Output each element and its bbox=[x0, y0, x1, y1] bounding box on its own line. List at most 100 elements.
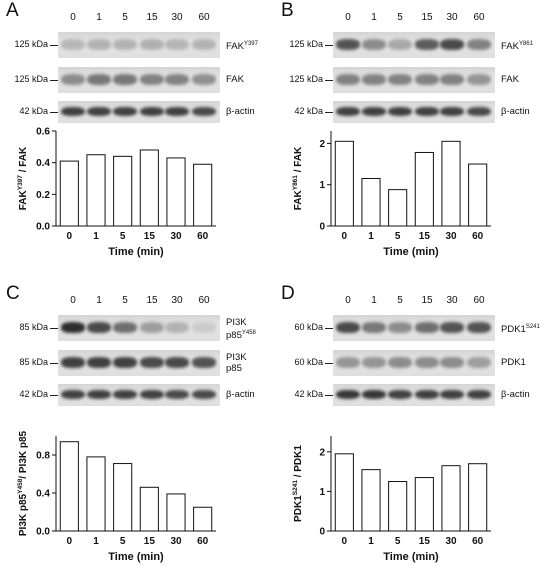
protein-label: PI3K p85 bbox=[226, 352, 247, 374]
bar bbox=[113, 155, 133, 227]
y-tick-label: 0.6 bbox=[36, 127, 50, 138]
blot-band bbox=[113, 39, 137, 51]
y-tick-label: 0.4 bbox=[36, 158, 50, 169]
blot-band bbox=[165, 74, 189, 86]
blot-band bbox=[140, 107, 164, 117]
y-axis-title-tail: / PDK1 bbox=[293, 445, 304, 480]
x-axis-title: Time (min) bbox=[108, 551, 164, 563]
timepoint-label: 15 bbox=[421, 12, 433, 23]
bar bbox=[361, 178, 381, 227]
y-axis-title: PDK1S241 / PDK1 bbox=[292, 445, 304, 522]
molecular-weight-tick bbox=[325, 112, 333, 113]
blot-band bbox=[61, 74, 85, 86]
blot-band bbox=[415, 107, 439, 117]
bar bbox=[414, 477, 434, 532]
western-blot-strip bbox=[333, 67, 495, 93]
blot-band bbox=[61, 322, 85, 334]
blot-band bbox=[440, 107, 464, 117]
blot-band bbox=[113, 74, 137, 86]
y-axis-title-tail: / PI3K p85 bbox=[18, 430, 29, 478]
blot-band bbox=[61, 390, 85, 400]
timepoint-label: 60 bbox=[473, 12, 485, 23]
bar bbox=[113, 463, 133, 532]
x-tick-label: 1 bbox=[93, 536, 99, 547]
x-tick-label: 1 bbox=[368, 536, 374, 547]
timepoint-label: 1 bbox=[371, 12, 377, 23]
blot-band bbox=[336, 107, 360, 117]
x-tick-label: 0 bbox=[342, 536, 348, 547]
blot-band bbox=[415, 74, 439, 86]
x-tick-label: 5 bbox=[120, 231, 126, 242]
bar bbox=[166, 493, 186, 532]
y-tick-label: 2 bbox=[319, 139, 325, 150]
bar bbox=[59, 160, 79, 227]
protein-name: β-actin bbox=[501, 389, 530, 400]
molecular-weight-tick bbox=[50, 45, 58, 46]
blot-band bbox=[192, 390, 216, 400]
protein-name: FAK bbox=[226, 74, 244, 85]
x-tick-label: 60 bbox=[197, 231, 209, 242]
blot-band bbox=[440, 357, 464, 369]
blot-band bbox=[415, 322, 439, 334]
panel-letter: A bbox=[6, 0, 19, 21]
protein-label: FAKY397 bbox=[226, 39, 258, 52]
protein-label: FAK bbox=[226, 74, 244, 85]
western-blot-strip bbox=[58, 350, 220, 376]
x-tick-label: 0 bbox=[67, 536, 73, 547]
panel-a: A 0 1 5 15 30 60 125 kDa FAKY397 125 kDa FAK 42 kDa… bbox=[0, 0, 275, 283]
molecular-weight-tick bbox=[50, 363, 58, 364]
molecular-weight-label: 125 kDa bbox=[14, 74, 48, 84]
protein-label: β-actin bbox=[226, 106, 255, 117]
phospho-site: Y458 bbox=[241, 330, 256, 336]
timepoint-label: 5 bbox=[397, 12, 403, 23]
bar bbox=[193, 506, 213, 532]
molecular-weight-label: 85 kDa bbox=[19, 322, 48, 332]
molecular-weight-tick bbox=[325, 363, 333, 364]
protein-label: FAK bbox=[501, 74, 519, 85]
blot-band bbox=[87, 107, 111, 117]
timepoint-label: 0 bbox=[70, 12, 76, 23]
bar bbox=[86, 456, 106, 532]
blot-band bbox=[467, 322, 491, 334]
blot-band bbox=[388, 390, 412, 400]
panel-c: C 0 1 5 15 30 60 85 kDa PI3K p85Y458 85 kDa PI3K p85… bbox=[0, 283, 275, 566]
y-axis-title: FAKY397 / FAK bbox=[17, 146, 29, 210]
x-tick-label: 15 bbox=[144, 536, 156, 547]
protein-name: β-actin bbox=[501, 106, 530, 117]
panel-letter: C bbox=[6, 283, 20, 304]
panel-b: B 0 1 5 15 30 60 125 kDa FAKY861 125 kDa FAK 42 kDa… bbox=[275, 0, 550, 283]
timepoint-label: 1 bbox=[371, 295, 377, 306]
protein-label: β-actin bbox=[226, 389, 255, 400]
bar bbox=[86, 154, 106, 227]
y-tick-label: 0 bbox=[319, 222, 325, 233]
y-tick-label: 0.0 bbox=[36, 222, 50, 233]
molecular-weight-tick bbox=[50, 112, 58, 113]
y-axis-title-sup: Y861 bbox=[292, 175, 299, 191]
blot-band bbox=[467, 39, 491, 51]
bar bbox=[468, 463, 488, 532]
timepoint-label: 1 bbox=[96, 12, 102, 23]
timepoint-label: 0 bbox=[345, 295, 351, 306]
molecular-weight-tick bbox=[325, 80, 333, 81]
blot-band bbox=[113, 390, 137, 400]
blot-band bbox=[440, 322, 464, 334]
timepoint-label: 30 bbox=[171, 12, 183, 23]
x-tick-label: 30 bbox=[170, 536, 182, 547]
y-axis-title: PI3K p85Y458/ PI3K p85 bbox=[17, 430, 29, 536]
blot-band bbox=[192, 39, 216, 51]
panel-letter: D bbox=[281, 283, 295, 304]
molecular-weight-tick bbox=[325, 328, 333, 329]
y-tick-label: 1 bbox=[319, 180, 325, 191]
y-tick-label: 0.4 bbox=[36, 489, 50, 500]
blot-band bbox=[87, 39, 111, 51]
western-blot-strip bbox=[333, 384, 495, 406]
blot-band bbox=[388, 39, 412, 51]
western-blot-strip bbox=[58, 101, 220, 123]
timepoint-label: 60 bbox=[198, 12, 210, 23]
y-axis-title-tail: / FAK bbox=[18, 146, 29, 175]
y-tick-label: 0 bbox=[319, 527, 325, 538]
blot-band bbox=[140, 39, 164, 51]
